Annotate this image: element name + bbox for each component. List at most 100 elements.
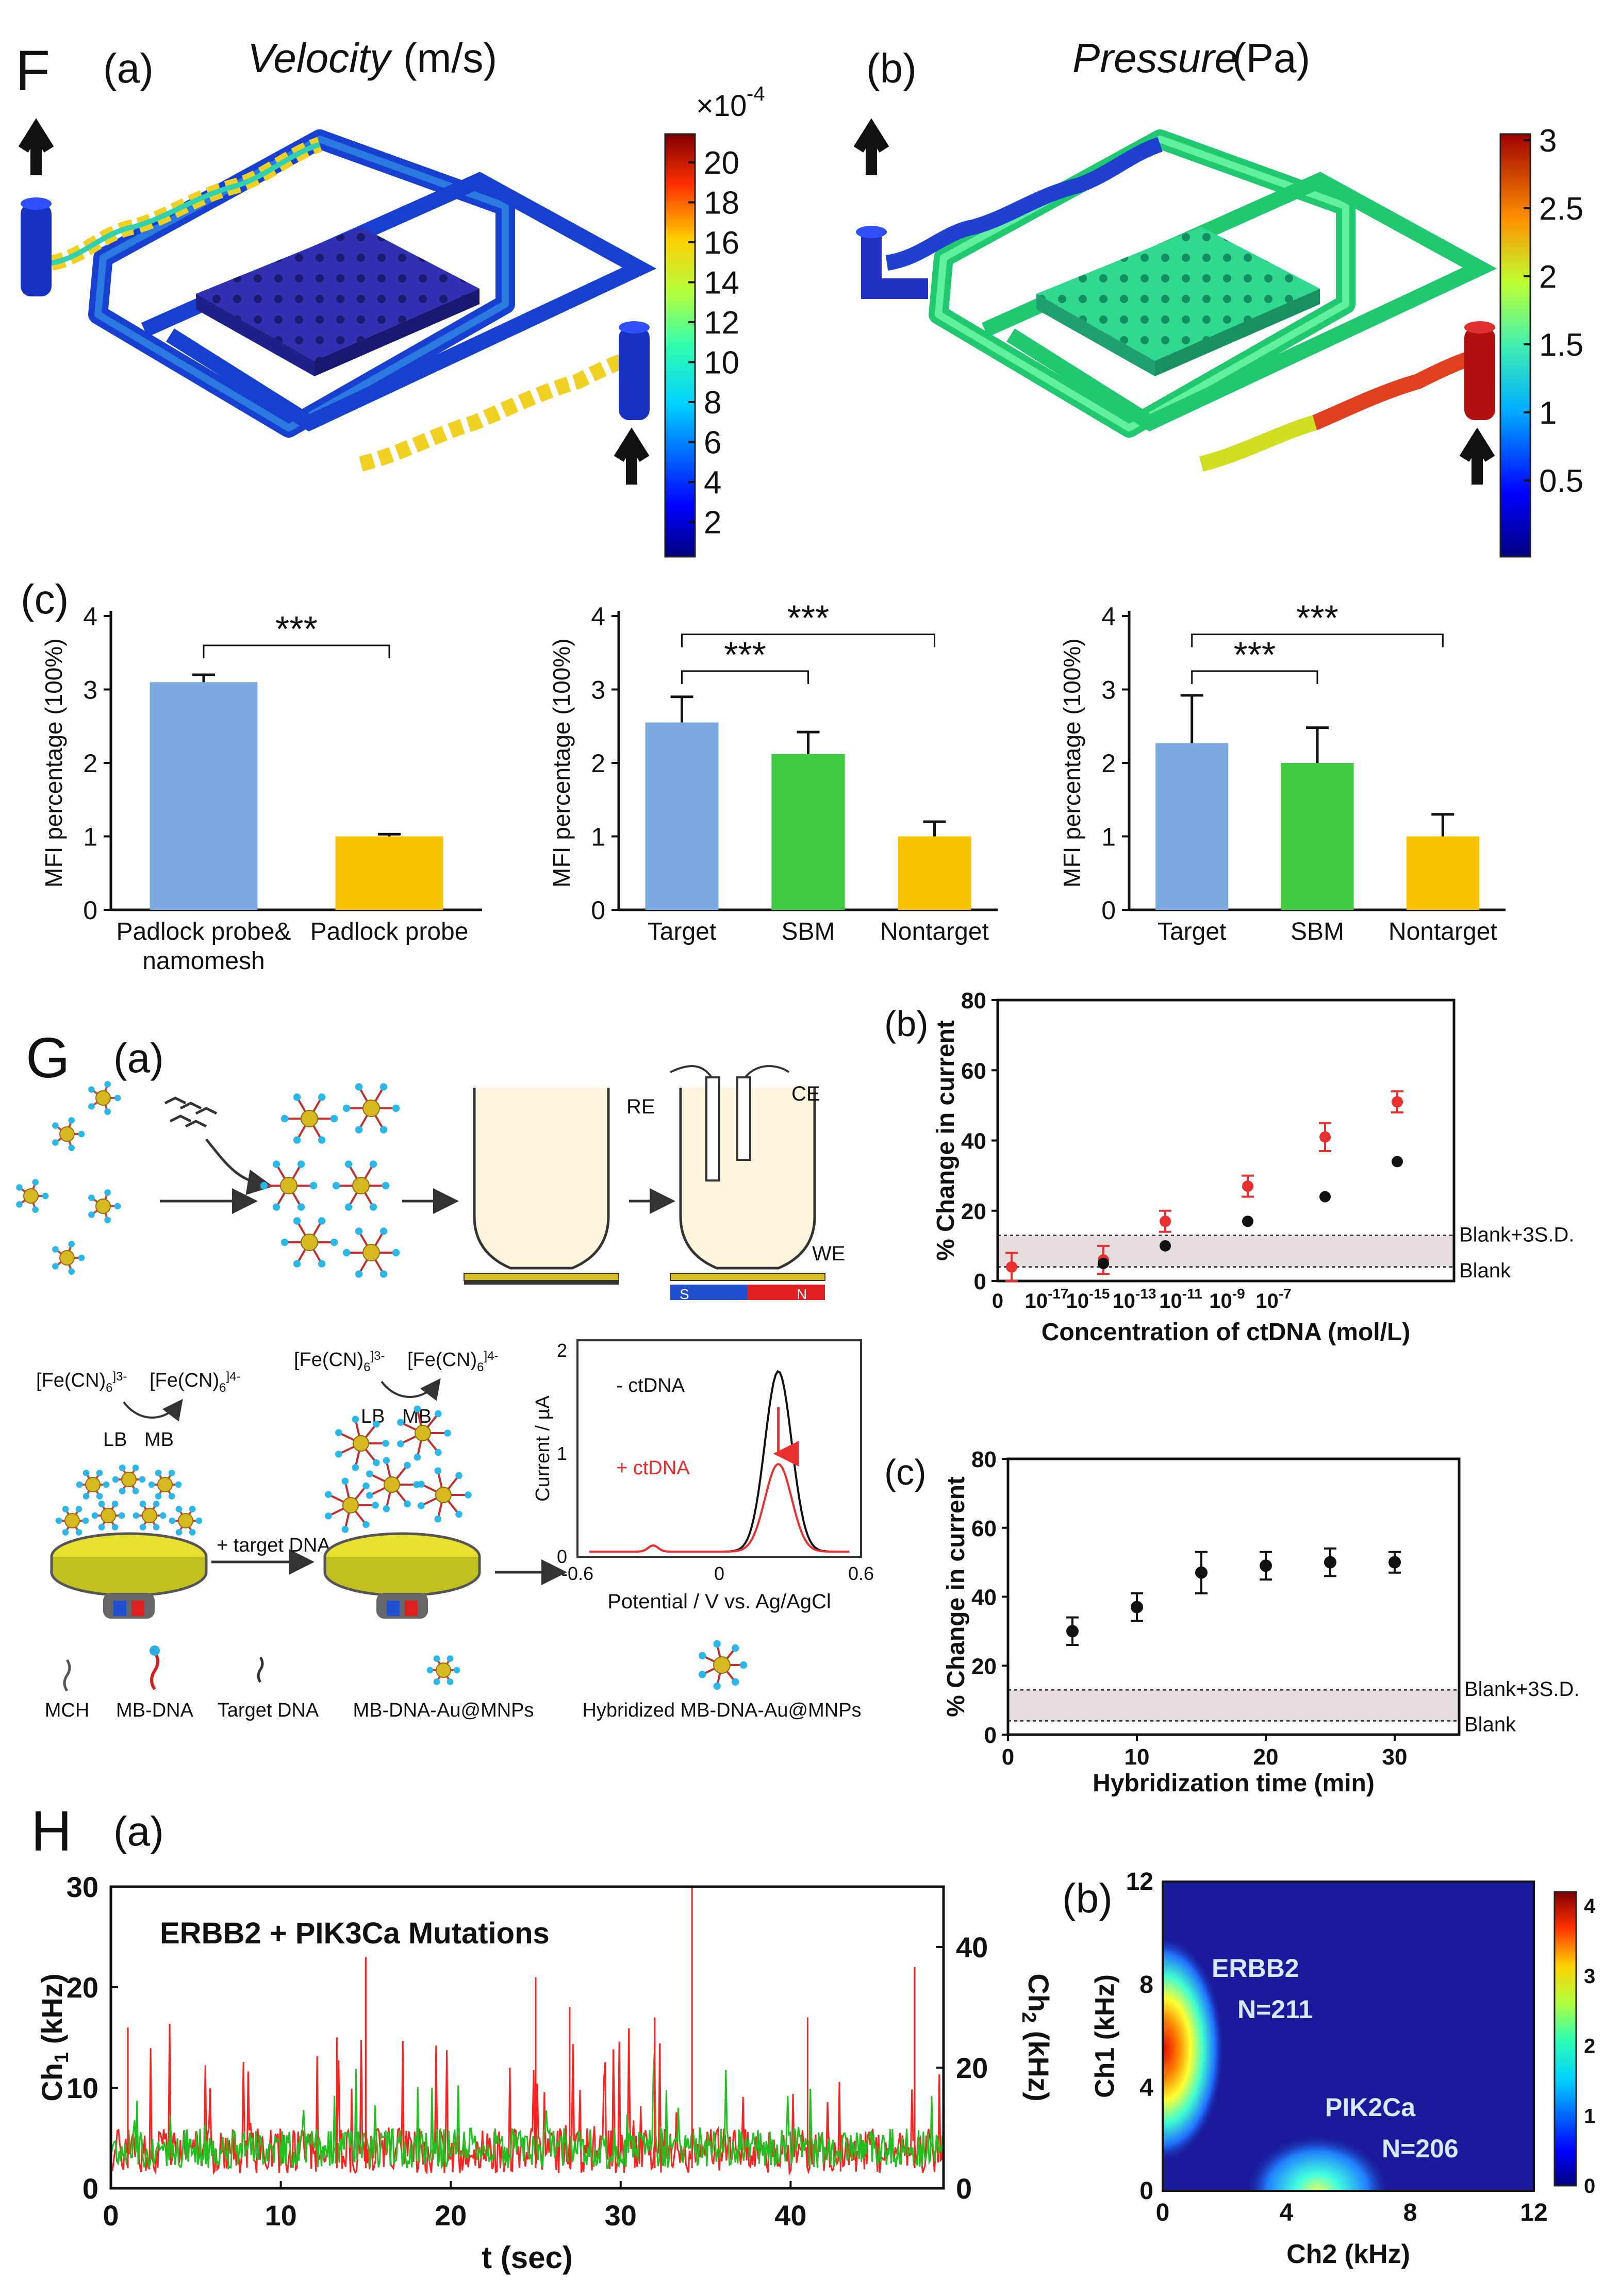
velocity-colorbar — [664, 133, 696, 558]
np-tip — [78, 1254, 85, 1261]
np-tip — [418, 1502, 425, 1509]
np-tip — [433, 1678, 440, 1685]
cv-plus-label: + ctDNA — [616, 1457, 690, 1479]
np-tip — [75, 1506, 82, 1512]
np-tip — [698, 1652, 706, 1659]
np-tip — [352, 1416, 359, 1423]
np-tip — [453, 1667, 460, 1674]
np-core — [64, 1513, 80, 1528]
mch-icon — [63, 1659, 71, 1692]
np-tip — [414, 1405, 421, 1412]
x-tick-label: Nontarget — [880, 918, 989, 945]
pressure-tick-label: 3 — [1539, 123, 1557, 159]
x-tick-label: 30 — [1382, 1744, 1408, 1770]
n-pole-label: N — [797, 1286, 807, 1302]
pressure-tick-label: 2 — [1539, 259, 1557, 295]
cluster-count: N=211 — [1237, 1995, 1313, 2024]
np-tip — [447, 1655, 454, 1662]
np-tip — [82, 1517, 89, 1524]
np-tip — [96, 1470, 103, 1476]
point-red — [1319, 1131, 1331, 1143]
Gb-sublabel: (b) — [884, 1004, 929, 1044]
trace-ch2 — [110, 2051, 945, 2170]
bar-chart-Fc3: 0 1 2 3 4 MFI percentage (100%) Target SBM Nonta… — [1059, 598, 1506, 945]
y2-tick-label: 40 — [956, 1931, 988, 1964]
np-tip — [280, 1238, 289, 1246]
sig-stars-inner: *** — [1233, 635, 1276, 675]
np-tip — [148, 1481, 155, 1488]
np-tip — [366, 1492, 373, 1499]
np-tip — [383, 1457, 390, 1464]
np-tip — [713, 1640, 721, 1648]
np-tip — [383, 1505, 390, 1512]
np-tip — [455, 1472, 462, 1479]
np-tip — [435, 1449, 442, 1456]
x-tick-label: 10-13 — [1113, 1286, 1156, 1312]
np-tip — [362, 1521, 370, 1528]
np-tip — [426, 1667, 434, 1674]
cluster-blob-erbb2 — [1163, 1936, 1225, 2162]
sig-stars-outer: *** — [1296, 598, 1338, 638]
np-tip — [280, 1114, 289, 1123]
np-tip — [104, 1189, 111, 1196]
y-tick-label: 40 — [961, 1129, 986, 1154]
velocity-tick-label: 6 — [704, 425, 721, 461]
cv-y-tick: 1 — [557, 1443, 567, 1464]
np-tip — [155, 1470, 162, 1476]
np-tip — [112, 1476, 119, 1483]
sig-bracket-inner — [1191, 670, 1318, 684]
np-tip — [42, 1192, 49, 1200]
cv-x-tick: 0.6 — [848, 1563, 874, 1584]
velocity-tick-label: 4 — [704, 465, 721, 501]
np-tip — [355, 1083, 363, 1091]
point-black — [1242, 1216, 1253, 1227]
np-core — [95, 1199, 111, 1214]
np-tip — [330, 1114, 338, 1123]
np-tip — [132, 1488, 139, 1494]
sig-stars-inner: *** — [724, 635, 766, 675]
y-tick-label: 20 — [961, 1199, 986, 1224]
point — [1324, 1556, 1336, 1569]
np-tip — [372, 1502, 379, 1509]
G-legend: MCH MB-DNA Target DNA MB-DNA-Au@MNPs Hybridi… — [45, 1640, 862, 1721]
y-axis-label: MFI percentage (100%) — [1059, 638, 1085, 887]
y-tick-label: 0 — [1101, 896, 1116, 925]
np-tip — [155, 1493, 162, 1500]
np-tip — [355, 1126, 363, 1134]
y-axis-label: % Change in current — [943, 1476, 970, 1717]
Hb-sublabel: (b) — [1062, 1875, 1113, 1921]
legend-label: MCH — [45, 1700, 90, 1721]
y2-tick-label: 20 — [956, 2052, 988, 2084]
point-red — [1392, 1096, 1403, 1108]
np-tip — [82, 1470, 90, 1476]
point-black — [1392, 1156, 1403, 1168]
y-tick-label: 80 — [961, 988, 986, 1013]
np-core — [301, 1234, 318, 1251]
np-tip — [68, 1241, 75, 1247]
np-core — [713, 1656, 731, 1674]
bar — [898, 836, 971, 910]
re-label: RE — [626, 1095, 655, 1118]
point — [1388, 1556, 1401, 1569]
np-core — [384, 1476, 400, 1493]
bar-chart-Fc2: 0 1 2 3 4 MFI percentage (100%) Target SBM Nonta… — [548, 598, 998, 945]
np-tip — [32, 1206, 39, 1213]
colorbar-tick-label: 3 — [1584, 1965, 1595, 1988]
y-tick-label: 0 — [83, 896, 97, 925]
y-tick-label: 0 — [984, 1723, 997, 1748]
np-tip — [318, 1093, 326, 1101]
x-tick-label: Nontarget — [1388, 918, 1497, 945]
np-tip — [404, 1461, 411, 1469]
np-tip — [175, 1506, 183, 1512]
np-tip — [62, 1506, 69, 1512]
x-axis-label: Hybridization time (min) — [1093, 1770, 1375, 1797]
np-core — [157, 1477, 173, 1492]
velocity-tick-label: 12 — [704, 305, 739, 341]
np-core — [142, 1508, 157, 1523]
bar-chart-Fc1: 0 1 2 3 4 MFI percentage (100%) Padlock probe&… — [40, 602, 482, 975]
np-tip — [52, 1263, 59, 1270]
np-core — [101, 1508, 116, 1523]
np-tip — [118, 1512, 125, 1519]
